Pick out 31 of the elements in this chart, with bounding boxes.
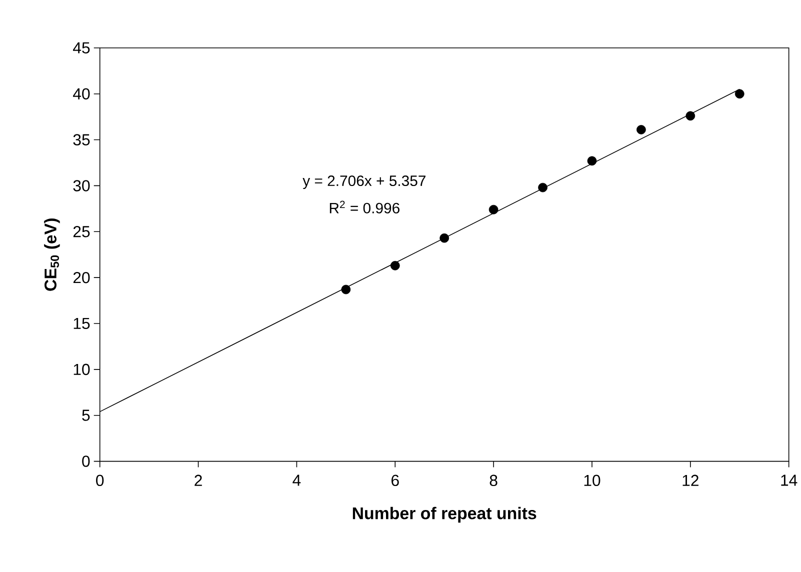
x-tick-label: 8 — [490, 474, 498, 486]
point — [587, 156, 597, 166]
x-tick-label: 0 — [96, 474, 104, 486]
y-tick-label: 25 — [73, 226, 90, 238]
x-tick-label: 10 — [584, 474, 600, 486]
annotation: R$^{2}$ = 0.996 — [330, 200, 400, 214]
y-tick-label: 15 — [74, 318, 90, 329]
point — [538, 182, 548, 192]
x-tick-label: 14 — [781, 474, 798, 486]
y-tick-label: 10 — [74, 364, 90, 376]
y-tick-label: 35 — [73, 134, 90, 146]
x-axis-title: Number of repeat units — [352, 506, 536, 523]
point — [390, 260, 400, 270]
y-tick-label: 40 — [73, 88, 90, 100]
annotation: y = 2.706x + 5.357 — [302, 175, 426, 189]
point — [686, 111, 696, 121]
x-tick-label: 12 — [682, 474, 698, 486]
point — [488, 204, 498, 214]
point — [734, 89, 744, 98]
point — [636, 124, 646, 134]
y-tick-label: 5 — [82, 410, 90, 421]
x-tick-label: 2 — [194, 474, 202, 486]
y-tick-label: 0 — [82, 456, 90, 467]
y-tick-label: 45 — [73, 42, 90, 54]
x-tick-label: 6 — [392, 474, 399, 486]
y-tick-label: 20 — [73, 272, 90, 284]
x-tick-label: 4 — [292, 474, 301, 486]
point — [341, 284, 351, 294]
point — [440, 233, 450, 243]
y-axis-title: CE$_{50}$ (eV) — [44, 218, 60, 291]
y-tick-label: 30 — [73, 180, 90, 192]
